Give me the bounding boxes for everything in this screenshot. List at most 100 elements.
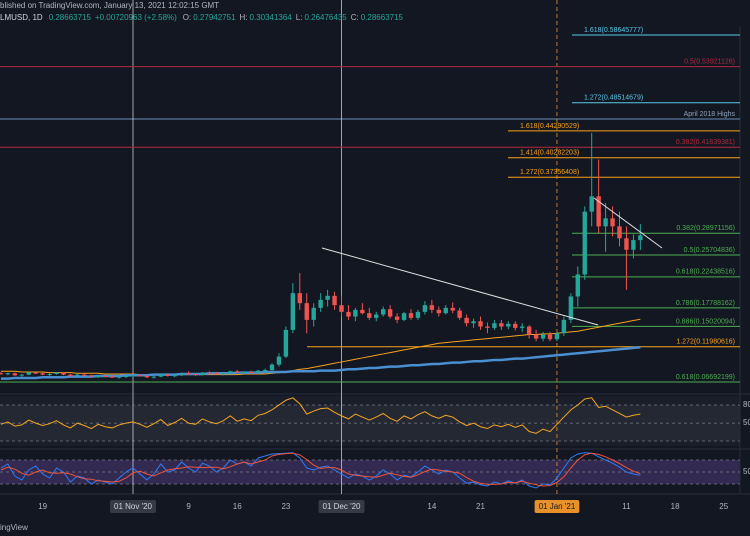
candle-body xyxy=(401,313,407,320)
o-label: O: xyxy=(183,13,191,22)
candle-body xyxy=(311,307,316,320)
candle-body xyxy=(520,326,525,328)
candle-body xyxy=(33,372,38,374)
indicator-line xyxy=(0,452,641,487)
x-tick-label: 19 xyxy=(38,502,47,511)
open: 0.27942751 xyxy=(193,13,236,22)
x-tick-label: 01 Nov '20 xyxy=(114,502,153,511)
legend-row: LMUSD, 1D 0.28663715 +0.00720963 (+2.58%) O… xyxy=(0,13,404,22)
candle-body xyxy=(554,333,560,340)
candle-body xyxy=(332,295,337,306)
x-tick-label: 01 Dec '20 xyxy=(323,502,362,511)
candle-body xyxy=(26,372,31,375)
candle-body xyxy=(165,374,170,376)
candle-body xyxy=(547,334,553,340)
candle-body xyxy=(12,373,18,376)
candle-body xyxy=(200,372,205,375)
candle-body xyxy=(436,309,441,314)
fib-label: 0.5(0.53921126) xyxy=(684,58,735,65)
candle-body xyxy=(506,323,511,327)
fib-label: 0.5(0.25704836) xyxy=(684,247,735,254)
indicator-line xyxy=(0,452,641,489)
candle-body xyxy=(255,370,261,373)
candle-body xyxy=(610,218,615,227)
last-price: 0.28663715 xyxy=(49,13,92,22)
candle-body xyxy=(242,371,247,373)
close: 0.28663715 xyxy=(361,13,404,22)
indicator-line xyxy=(0,318,641,376)
background: April 2018 Highs xyxy=(0,26,750,495)
candle-body xyxy=(269,364,275,370)
candle-body xyxy=(47,373,52,375)
candle-body xyxy=(346,311,351,317)
candle-body xyxy=(415,311,421,318)
x-tick-label: 23 xyxy=(281,502,290,511)
change: +0.00720963 (+2.58%) xyxy=(95,13,177,22)
candle-body xyxy=(207,372,212,374)
candle-body xyxy=(283,329,289,357)
x-tick-label: 21 xyxy=(476,502,485,511)
candle-body xyxy=(603,218,608,227)
candle-body xyxy=(103,375,108,377)
candle-body xyxy=(116,376,122,378)
candle-body xyxy=(381,309,386,315)
symbol: LMUSD, 1D xyxy=(0,13,43,22)
candle-body xyxy=(582,211,587,275)
candle-body xyxy=(158,374,163,377)
trendline xyxy=(593,197,663,249)
candle-body xyxy=(339,305,344,312)
x-tick-label: 18 xyxy=(671,502,680,511)
fib-label: 1.272(0.37356408) xyxy=(520,169,579,176)
x-tick-label: 14 xyxy=(427,502,436,511)
candle-body xyxy=(221,373,226,375)
candle-body xyxy=(0,373,4,375)
candle-body xyxy=(429,305,435,310)
candle-body xyxy=(151,376,157,378)
candle-body xyxy=(575,274,580,297)
candle-body xyxy=(144,375,150,378)
candle-body xyxy=(443,307,448,314)
candle-body xyxy=(394,316,400,320)
candle-body xyxy=(75,374,80,376)
x-tick-label: 11 xyxy=(622,502,631,511)
y-tick-label: 50 xyxy=(743,467,750,476)
candle-body xyxy=(360,309,365,314)
candle-body xyxy=(325,295,330,300)
fib-label: 1.414(0.40282203) xyxy=(520,150,579,157)
candle-body xyxy=(485,326,490,328)
candle-body xyxy=(631,240,636,250)
candle-body xyxy=(228,371,233,374)
fib-label: 0.382(0.28971156) xyxy=(676,225,735,232)
candle-body xyxy=(387,309,393,317)
candle-body xyxy=(617,226,622,239)
high: 0.30341364 xyxy=(250,13,293,22)
trendline xyxy=(321,247,599,326)
y-tick-label: 50 xyxy=(743,418,750,427)
candle-body xyxy=(68,374,73,376)
fib-label: 0.786(0.17788162) xyxy=(676,300,735,307)
candle-body xyxy=(297,293,302,304)
candle-body xyxy=(367,313,372,318)
date-label-box xyxy=(110,500,156,513)
fib-label: 1.618(0.58645777) xyxy=(584,27,643,34)
fib-label: 0.886(0.15020094) xyxy=(676,318,735,325)
fib-label: 0.618(0.06692199) xyxy=(676,374,735,381)
candle-body xyxy=(589,196,594,212)
candle-body xyxy=(109,376,115,378)
published: blished on TradingView.com, January 13, … xyxy=(0,1,219,10)
l-label: L: xyxy=(296,13,303,22)
candle-body xyxy=(422,305,428,312)
fib-label: 0.618(0.22438516) xyxy=(676,269,735,276)
x-tick-label: 25 xyxy=(719,502,728,511)
candle-body xyxy=(82,374,87,376)
h-label: H: xyxy=(240,13,248,22)
candle-body xyxy=(61,372,66,375)
trendlines xyxy=(321,197,663,326)
low: 0.26476435 xyxy=(304,13,347,22)
indicator-line xyxy=(0,397,641,434)
candle-body xyxy=(123,375,129,377)
candle-body xyxy=(54,372,59,374)
watermark: ingView xyxy=(0,523,28,532)
candle-body xyxy=(624,238,629,250)
